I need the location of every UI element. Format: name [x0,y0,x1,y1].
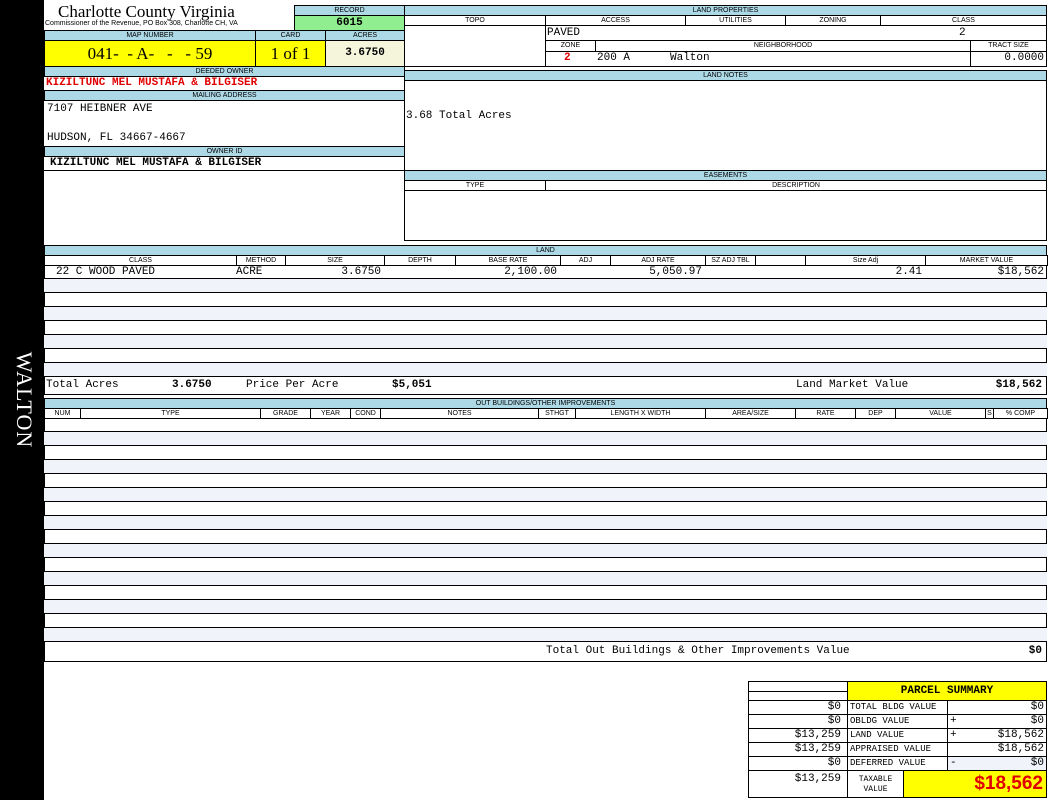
table-row [44,460,1047,474]
owner-divider [44,170,405,171]
table-row [44,446,1047,460]
table-row [44,307,1047,321]
utilities-label: UTILITIES [685,15,786,26]
card-number: 1 of 1 [255,40,326,67]
table-row [44,474,1047,488]
table-row [44,572,1047,586]
land-cell: $18,562 [997,266,1044,278]
summary-sign: + [950,715,957,727]
land-cell: ACRE [236,266,263,278]
table-row [44,418,1047,432]
outbuildings-total-label: Total Out Buildings & Other Improvements… [546,645,850,657]
summary-label: LAND VALUE [847,728,948,743]
zone-label: ZONE [545,40,596,52]
table-row [44,488,1047,502]
class-value: 2 [959,27,966,39]
summary-value: $0 [1030,715,1044,727]
owner-id-label: OWNER ID [44,146,405,157]
table-row [44,293,1047,307]
zoning-label: ZONING [785,15,881,26]
easement-type-label: TYPE [404,180,546,191]
tract-size-label: TRACT SIZE [970,40,1047,52]
table-row [44,349,1047,363]
taxable-prior: $13,259 [748,770,848,798]
table-row [44,600,1047,614]
neighborhood-name: Walton [670,52,710,64]
table-row [44,335,1047,349]
land-cell: 5,050.97 [649,266,702,278]
summary-prior-value: $0 [748,700,848,715]
table-row [44,432,1047,446]
land-market-value-label: Land Market Value [796,379,909,391]
record-number: 6015 [294,15,405,31]
zone-value: 2 [564,52,571,64]
deeded-owner-label: DEEDED OWNER [44,66,405,77]
access-value: PAVED [547,27,581,39]
table-row [44,628,1047,642]
summary-sign: + [950,729,957,741]
topo-label: TOPO [404,15,546,26]
easement-description-label: DESCRIPTION [545,180,1047,191]
summary-value: $0 [1030,757,1044,769]
outbuilding-column-header: % COMP [993,408,1048,419]
summary-value: $18,562 [997,729,1044,741]
class-label: CLASS [880,15,1047,26]
price-per-acre-label: Price Per Acre [246,379,339,391]
land-cell: 3.6750 [341,266,381,278]
summary-label: DEFERRED VALUE [847,756,948,771]
address-line-1: 7107 HEIBNER AVE [47,103,153,115]
taxable-label: TAXABLE VALUE [847,770,904,798]
summary-prior-value: $13,259 [748,742,848,757]
summary-value: $0 [1030,701,1044,713]
acres-value: 3.6750 [325,40,405,67]
summary-label: APPRAISED VALUE [847,742,948,757]
summary-sign: - [950,757,957,769]
table-row [44,544,1047,558]
summary-value: $18,562 [997,743,1044,755]
land-notes-text: 3.68 Total Acres [406,110,512,122]
parcel-summary-title: PARCEL SUMMARY [847,681,1047,701]
owner-id: KIZILTUNC MEL MUSTAFA & BILGISER [50,157,262,169]
table-row [44,502,1047,516]
table-row [44,558,1047,572]
neighborhood-code: 200 A [597,52,631,64]
table-row [44,321,1047,335]
map-number: 041- - A- - - 59 [44,40,256,67]
table-row [44,516,1047,530]
address-line-2: HUDSON, FL 34667-4667 [47,132,186,144]
land-market-value: $18,562 [995,379,1042,391]
access-label: ACCESS [545,15,686,26]
table-row [44,363,1047,377]
summary-label: TOTAL BLDG VALUE [847,700,948,715]
table-row [44,279,1047,293]
land-cell: 2,100.00 [504,266,557,278]
deeded-owner: KIZILTUNC MEL MUSTAFA & BILGISER [46,77,258,89]
outbuildings-total: $0 [1028,645,1042,657]
mailing-address-label: MAILING ADDRESS [44,90,405,101]
neighborhood-label: NEIGHBORHOOD [595,40,971,52]
land-cell: 22 C WOOD PAVED [56,266,156,278]
table-row [44,614,1047,628]
summary-prior-value: $0 [748,714,848,729]
total-acres: 3.6750 [172,379,212,391]
land-column-header: MARKET VALUE [925,255,1048,266]
price-per-acre: $5,051 [392,379,432,391]
land-notes-title: LAND NOTES [404,70,1047,81]
table-row [44,530,1047,544]
summary-prior-value: $0 [748,756,848,771]
tract-size: 0.0000 [1004,52,1044,64]
office-address: Commissioner of the Revenue, PO Box 308,… [45,20,238,27]
tract-divider [970,51,971,67]
table-row [44,265,1047,279]
summary-spacer [748,691,848,692]
side-bar: WALTON [0,0,44,800]
county-title: Charlotte County Virginia [58,2,235,21]
table-row [44,586,1047,600]
taxable-value: $18,562 [903,770,1047,798]
land-cell: 2.41 [895,266,922,278]
side-label: WALTON [12,351,37,449]
summary-label: OBLDG VALUE [847,714,948,729]
total-acres-label: Total Acres [46,379,119,391]
summary-prior-value: $13,259 [748,728,848,743]
